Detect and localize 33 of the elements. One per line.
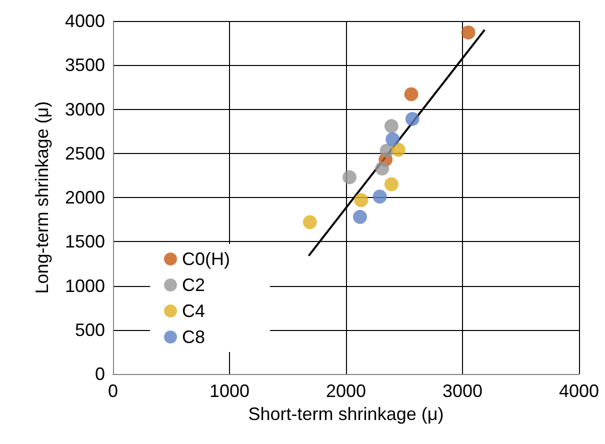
- x-tick-label: 0: [108, 381, 118, 401]
- point: [354, 193, 368, 208]
- y-tick-label: 1000: [64, 276, 105, 296]
- x-tick-label: 3000: [442, 381, 483, 401]
- point: [375, 161, 390, 176]
- y-axis-title: Long-term shrinkage (μ): [32, 101, 52, 294]
- y-tick-label: 2500: [64, 143, 105, 164]
- y-tick-label: 1500: [64, 232, 105, 252]
- y-tick-label: 2000: [64, 188, 105, 208]
- point: [391, 142, 406, 157]
- y-tick-label: 4000: [64, 11, 105, 31]
- y-tick-label: 500: [74, 320, 105, 340]
- legend-label: C2: [182, 275, 206, 295]
- point: [384, 119, 398, 134]
- point: [384, 177, 398, 192]
- point: [386, 132, 400, 146]
- point: [404, 87, 418, 102]
- point: [352, 210, 367, 224]
- y-tick-label: 3500: [64, 55, 105, 76]
- point: [405, 112, 420, 126]
- point: [302, 215, 317, 230]
- x-tick-label: 4000: [558, 381, 600, 401]
- y-tick-label: 3000: [64, 99, 105, 120]
- legend-label: C4: [182, 301, 206, 321]
- y-tick-label: 0: [94, 364, 105, 384]
- x-axis-title: Short-term shrinkage (μ): [248, 404, 444, 424]
- point: [461, 25, 476, 40]
- legend-label: C0(H): [182, 249, 230, 269]
- point: [372, 190, 387, 204]
- point: [342, 170, 356, 184]
- x-tick-label: 2000: [326, 381, 366, 401]
- x-tick-label: 1000: [209, 381, 250, 401]
- legend-label: C8: [182, 327, 206, 347]
